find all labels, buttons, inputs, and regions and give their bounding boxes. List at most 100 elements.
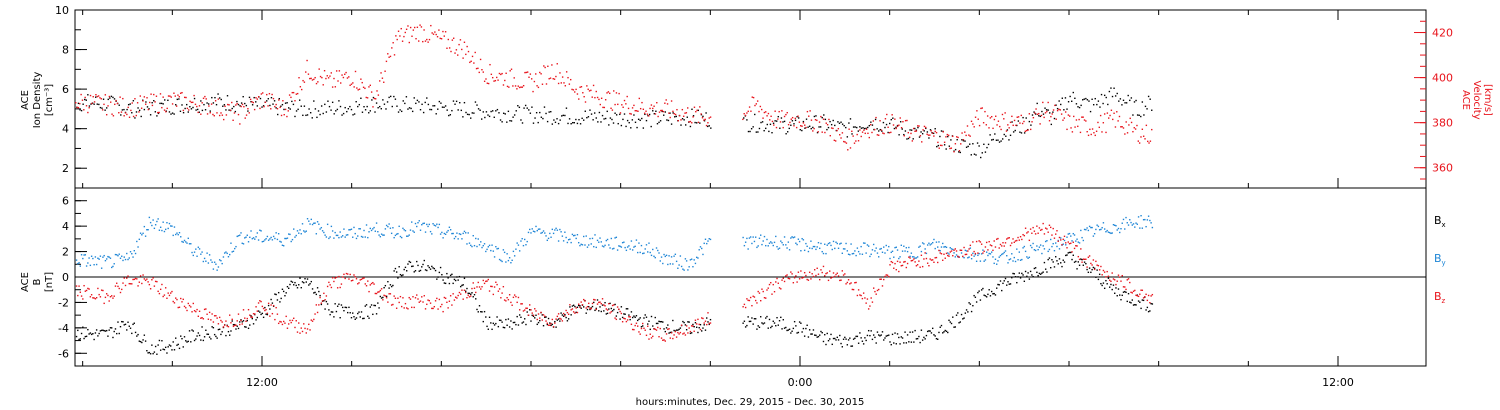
density-point xyxy=(920,131,922,133)
bz-point xyxy=(785,275,787,277)
velocity-point xyxy=(434,31,436,33)
bz-point xyxy=(1122,286,1125,288)
bx-point xyxy=(837,339,840,341)
by-point xyxy=(212,268,215,270)
by-point xyxy=(803,249,806,252)
density-point xyxy=(1071,100,1073,102)
velocity-point xyxy=(438,29,440,31)
bx-point xyxy=(249,324,251,326)
bz-point xyxy=(308,323,310,326)
by-point xyxy=(965,250,968,252)
density-point xyxy=(465,111,467,114)
velocity-point xyxy=(140,107,143,109)
by-point xyxy=(277,233,280,235)
bz-point xyxy=(813,269,816,271)
bx-point xyxy=(598,310,600,312)
velocity-point xyxy=(257,96,260,98)
density-point xyxy=(218,97,221,99)
velocity-point xyxy=(1013,119,1016,122)
by-point xyxy=(196,255,198,257)
bz-point xyxy=(186,309,188,312)
density-point xyxy=(593,112,596,114)
bz-point xyxy=(413,306,415,309)
bz-point xyxy=(939,252,941,254)
bx-point xyxy=(815,334,817,337)
bz-point xyxy=(111,295,113,297)
bz-point xyxy=(1106,270,1108,273)
bx-point xyxy=(954,326,956,328)
velocity-point xyxy=(1144,138,1146,140)
bz-point xyxy=(633,328,635,331)
bz-point xyxy=(476,286,478,288)
by-point xyxy=(518,250,521,252)
velocity-point xyxy=(294,100,296,102)
density-point xyxy=(256,105,259,107)
bz-point xyxy=(1090,262,1092,265)
bz-point xyxy=(515,295,517,298)
by-point xyxy=(466,243,468,245)
velocity-point xyxy=(526,71,529,73)
by-point xyxy=(465,232,467,234)
density-point xyxy=(786,131,789,133)
bz-point xyxy=(176,298,178,301)
density-point xyxy=(1031,114,1034,116)
velocity-point xyxy=(565,71,568,73)
bz-point xyxy=(1043,233,1046,235)
density-point xyxy=(1020,132,1023,134)
by-point xyxy=(819,247,821,250)
bx-point xyxy=(940,324,943,327)
by-point xyxy=(1126,222,1128,224)
by-point xyxy=(1102,222,1105,224)
by-point xyxy=(842,248,845,250)
density-point xyxy=(1094,97,1096,100)
bx-point xyxy=(1053,266,1056,268)
bz-point xyxy=(1115,283,1117,286)
by-point xyxy=(805,242,807,245)
velocity-point xyxy=(81,99,84,101)
bx-point xyxy=(1037,274,1039,277)
bz-point xyxy=(97,287,99,290)
by-point xyxy=(146,229,148,231)
bz-point xyxy=(1140,289,1142,291)
density-point xyxy=(790,124,792,126)
density-point xyxy=(899,121,902,123)
bx-point xyxy=(588,305,590,308)
density-point xyxy=(912,138,914,140)
bx-point xyxy=(340,304,343,306)
by-point xyxy=(345,234,348,236)
bx-point xyxy=(744,326,747,328)
bz-point xyxy=(620,312,623,315)
bz-point xyxy=(383,294,385,297)
bx-point xyxy=(776,316,778,319)
bz-point xyxy=(566,311,569,314)
density-point xyxy=(149,114,152,116)
density-point xyxy=(921,133,924,135)
bx-point xyxy=(1116,295,1118,297)
bx-point xyxy=(403,268,405,271)
bz-point xyxy=(594,299,596,301)
by-point xyxy=(254,238,256,240)
velocity-point xyxy=(474,51,476,54)
bx-point xyxy=(1072,254,1074,256)
by-point xyxy=(271,239,274,241)
density-point xyxy=(206,102,208,104)
velocity-point xyxy=(426,38,428,41)
bz-point xyxy=(636,325,639,327)
density-point xyxy=(564,114,566,117)
bz-point xyxy=(525,307,527,309)
bz-point xyxy=(488,290,491,292)
density-velocity-points xyxy=(75,24,1153,159)
bx-point xyxy=(999,280,1002,282)
density-point xyxy=(562,114,565,117)
velocity-point xyxy=(678,114,681,117)
bx-point xyxy=(1137,300,1140,302)
density-point xyxy=(341,114,343,116)
velocity-point xyxy=(376,90,378,92)
bx-point xyxy=(869,334,871,337)
density-point xyxy=(943,144,946,146)
bx-point xyxy=(914,329,916,332)
bz-point xyxy=(223,324,226,326)
bz-point xyxy=(457,294,459,297)
velocity-point xyxy=(529,73,532,75)
by-point xyxy=(313,222,315,224)
